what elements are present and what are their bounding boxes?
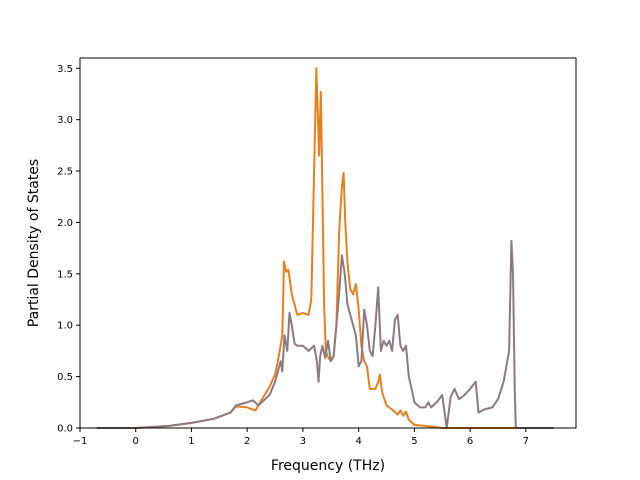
series-line-2 <box>96 239 554 429</box>
x-tick-label: −1 <box>73 436 88 447</box>
x-tick-label: 5 <box>411 436 417 447</box>
y-tick-label: 2.0 <box>57 218 73 229</box>
y-axis-label: Partial Density of States <box>26 159 42 327</box>
y-tick-label: 3.0 <box>57 115 73 126</box>
y-tick-label: 1.5 <box>57 269 73 280</box>
axes-frame <box>79 57 577 429</box>
y-tick-label: 1.0 <box>57 321 73 332</box>
x-tick-label: 6 <box>467 436 473 447</box>
x-tick-label: 0 <box>133 436 139 447</box>
x-tick-label: 7 <box>523 436 529 447</box>
x-tick-label: 3 <box>300 436 306 447</box>
series-line-1 <box>96 67 554 429</box>
plot-area <box>96 67 554 429</box>
y-tick-label: 2.5 <box>57 167 73 178</box>
x-axis-label: Frequency (THz) <box>271 458 385 474</box>
x-tick-label: 4 <box>355 436 361 447</box>
y-axis-ticks: 0.0 0.5 1.0 1.5 2.0 2.5 3.0 3.5 <box>57 64 80 435</box>
x-tick-label: 1 <box>188 436 194 447</box>
y-tick-label: 0.0 <box>57 424 73 435</box>
x-tick-label: 2 <box>244 436 250 447</box>
x-axis-ticks: −1 0 1 2 3 4 5 6 7 <box>73 428 529 447</box>
y-tick-label: 3.5 <box>57 64 73 75</box>
y-tick-label: 0.5 <box>57 372 73 383</box>
